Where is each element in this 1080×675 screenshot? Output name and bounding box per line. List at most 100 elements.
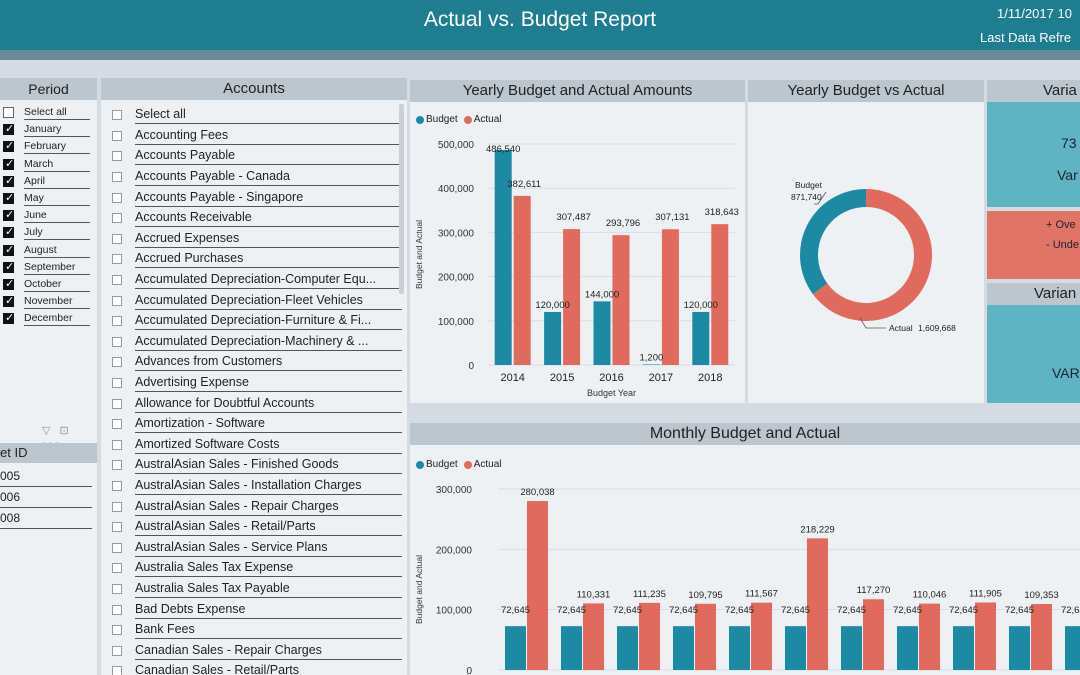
actual-bar[interactable] — [513, 195, 531, 365]
checkbox[interactable] — [3, 225, 14, 239]
checkbox[interactable] — [3, 139, 14, 153]
account-item[interactable]: Select all — [112, 105, 402, 126]
budget-bar[interactable] — [494, 149, 512, 365]
period-item[interactable]: July — [3, 224, 90, 241]
account-item[interactable]: Accrued Purchases — [112, 249, 402, 270]
budget-id-item[interactable]: 006 — [0, 487, 92, 508]
account-item[interactable]: AustralAsian Sales - Installation Charge… — [112, 476, 402, 497]
checkbox[interactable] — [3, 260, 14, 273]
budget-bar[interactable] — [692, 311, 710, 365]
checkbox[interactable] — [3, 191, 14, 205]
account-item[interactable]: Australia Sales Tax Expense — [112, 558, 402, 579]
actual-bar[interactable] — [612, 235, 630, 365]
period-item[interactable]: August — [3, 242, 90, 259]
checkbox[interactable] — [3, 243, 14, 256]
budget-bar[interactable] — [544, 311, 562, 365]
checkbox[interactable] — [112, 151, 122, 162]
budget-bar[interactable] — [841, 626, 862, 670]
period-item[interactable]: October — [3, 276, 90, 293]
budget-bar[interactable] — [1009, 626, 1030, 670]
checkbox[interactable] — [112, 130, 122, 141]
budget-bar[interactable] — [593, 301, 611, 365]
period-item[interactable]: April — [3, 173, 90, 190]
account-item[interactable]: Accumulated Depreciation-Furniture & Fi.… — [112, 311, 402, 332]
account-item[interactable]: Accounts Payable — [112, 146, 402, 167]
period-item[interactable]: September — [3, 259, 90, 276]
account-item[interactable]: Amortization - Software — [112, 414, 402, 435]
period-item[interactable]: February — [3, 138, 90, 155]
checkbox[interactable] — [3, 277, 14, 290]
actual-bar[interactable] — [807, 538, 828, 670]
actual-bar[interactable] — [583, 603, 604, 670]
budget-bar[interactable] — [785, 626, 806, 670]
period-item[interactable]: May — [3, 190, 90, 207]
checkbox[interactable] — [112, 378, 122, 389]
checkbox[interactable] — [112, 295, 122, 306]
account-item[interactable]: Australia Sales Tax Payable — [112, 579, 402, 600]
checkbox[interactable] — [3, 311, 14, 325]
account-item[interactable]: Accounts Receivable — [112, 208, 402, 229]
account-item[interactable]: Canadian Sales - Repair Charges — [112, 640, 402, 661]
checkbox[interactable] — [112, 336, 122, 347]
checkbox[interactable] — [3, 107, 14, 119]
accounts-scrollbar[interactable] — [399, 104, 404, 294]
checkbox[interactable] — [112, 645, 122, 656]
checkbox[interactable] — [112, 192, 122, 203]
account-item[interactable]: Accumulated Depreciation-Machinery & ... — [112, 332, 402, 353]
budget-bar[interactable] — [897, 626, 918, 670]
checkbox[interactable] — [112, 625, 122, 636]
checkbox[interactable] — [112, 275, 122, 286]
account-item[interactable]: Accounts Payable - Canada — [112, 167, 402, 188]
checkbox[interactable] — [112, 172, 122, 183]
checkbox[interactable] — [3, 157, 14, 170]
account-item[interactable]: AustralAsian Sales - Service Plans — [112, 537, 402, 558]
actual-bar[interactable] — [661, 229, 679, 365]
period-item[interactable]: November — [3, 293, 90, 310]
budget-id-item[interactable]: 005 — [0, 466, 92, 487]
budget-id-item[interactable]: 008 — [0, 508, 92, 529]
account-item[interactable]: Canadian Sales - Retail/Parts — [112, 661, 402, 675]
checkbox[interactable] — [112, 460, 122, 471]
actual-bar[interactable] — [751, 602, 772, 670]
budget-bar[interactable] — [617, 626, 638, 670]
budget-bar[interactable] — [673, 626, 694, 670]
account-item[interactable]: Advances from Customers — [112, 352, 402, 373]
actual-bar[interactable] — [1031, 604, 1052, 670]
account-item[interactable]: Accumulated Depreciation-Fleet Vehicles — [112, 290, 402, 311]
account-item[interactable]: AustralAsian Sales - Retail/Parts — [112, 517, 402, 538]
account-item[interactable]: Advertising Expense — [112, 373, 402, 394]
checkbox[interactable] — [112, 666, 122, 675]
actual-bar[interactable] — [975, 602, 996, 670]
checkbox[interactable] — [112, 357, 122, 368]
account-item[interactable]: AustralAsian Sales - Finished Goods — [112, 455, 402, 476]
budget-bar[interactable] — [561, 626, 582, 670]
budget-bar[interactable] — [642, 364, 660, 365]
account-item[interactable]: Allowance for Doubtful Accounts — [112, 393, 402, 414]
account-item[interactable]: AustralAsian Sales - Repair Charges — [112, 496, 402, 517]
actual-bar[interactable] — [639, 602, 660, 670]
checkbox[interactable] — [3, 208, 14, 222]
checkbox[interactable] — [112, 583, 122, 594]
period-item[interactable]: March — [3, 156, 90, 173]
budget-bar[interactable] — [1065, 626, 1080, 670]
actual-bar[interactable] — [695, 603, 716, 670]
checkbox[interactable] — [112, 110, 122, 121]
actual-bar[interactable] — [527, 501, 548, 670]
account-item[interactable]: Accumulated Depreciation-Computer Equ... — [112, 270, 402, 291]
checkbox[interactable] — [112, 480, 122, 491]
checkbox[interactable] — [112, 542, 122, 553]
checkbox[interactable] — [112, 522, 122, 533]
period-item[interactable]: December — [3, 310, 90, 327]
account-item[interactable]: Accrued Expenses — [112, 229, 402, 250]
checkbox[interactable] — [112, 233, 122, 244]
checkbox[interactable] — [3, 174, 14, 187]
checkbox[interactable] — [112, 398, 122, 409]
checkbox[interactable] — [3, 122, 14, 136]
budget-slice[interactable] — [800, 189, 866, 295]
checkbox[interactable] — [112, 254, 122, 265]
actual-slice[interactable] — [812, 189, 932, 321]
period-item[interactable]: June — [3, 207, 90, 224]
actual-bar[interactable] — [863, 599, 884, 670]
checkbox[interactable] — [112, 316, 122, 327]
actual-bar[interactable] — [711, 224, 729, 365]
